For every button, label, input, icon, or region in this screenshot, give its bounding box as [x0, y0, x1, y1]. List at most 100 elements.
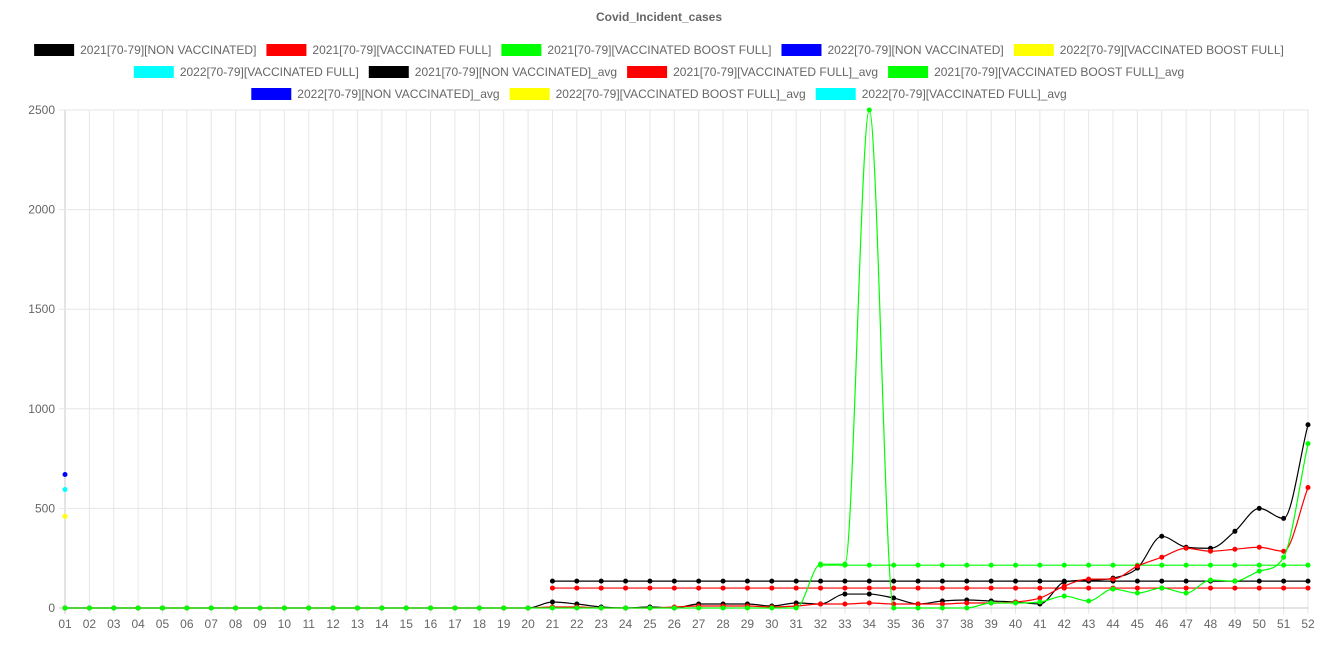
legend-label: 2022[70-79][VACCINATED BOOST FULL] [1060, 43, 1284, 57]
data-point [939, 578, 945, 584]
x-tick-label: 16 [424, 617, 438, 631]
data-point [866, 600, 872, 606]
data-point [818, 601, 824, 607]
x-tick-label: 25 [643, 617, 657, 631]
x-tick-label: 18 [473, 617, 487, 631]
x-tick-label: 20 [521, 617, 535, 631]
legend-swatch [627, 66, 668, 78]
data-point [1208, 585, 1214, 591]
x-tick-label: 27 [692, 617, 706, 631]
data-point [1256, 585, 1262, 591]
data-point [1013, 578, 1019, 584]
data-point [1086, 585, 1092, 591]
data-point [1110, 576, 1116, 582]
data-point [866, 562, 872, 568]
data-point [1256, 505, 1262, 511]
data-point [1159, 578, 1165, 584]
legend-label: 2022[70-79][NON VACCINATED] [827, 43, 1003, 57]
x-tick-label: 19 [497, 617, 511, 631]
data-point [866, 591, 872, 597]
data-point [379, 605, 385, 611]
data-point [1013, 600, 1019, 606]
data-point [842, 601, 848, 607]
data-point [915, 562, 921, 568]
x-tick-label: 06 [180, 617, 194, 631]
legend-swatch [1013, 44, 1054, 56]
data-point [62, 513, 68, 519]
legend-swatch [266, 44, 307, 56]
data-point [1305, 484, 1311, 490]
data-point [476, 605, 482, 611]
data-point [208, 605, 214, 611]
data-point [1281, 548, 1287, 554]
data-point [1159, 562, 1165, 568]
data-point [452, 605, 458, 611]
x-tick-label: 39 [984, 617, 998, 631]
data-point [647, 578, 653, 584]
data-point [671, 578, 677, 584]
data-point [842, 591, 848, 597]
x-tick-label: 36 [911, 617, 925, 631]
data-point [1134, 563, 1140, 569]
data-point [939, 605, 945, 611]
x-tick-label: 42 [1058, 617, 1072, 631]
data-point [988, 585, 994, 591]
data-point [939, 601, 945, 607]
data-point [598, 605, 604, 611]
x-tick-label: 02 [83, 617, 97, 631]
x-tick-label: 04 [131, 617, 145, 631]
data-point [866, 578, 872, 584]
x-tick-label: 47 [1179, 617, 1193, 631]
data-point [281, 605, 287, 611]
y-tick-label: 1500 [28, 302, 55, 316]
data-point [1256, 544, 1262, 550]
data-point [744, 578, 750, 584]
data-point [184, 605, 190, 611]
data-point [915, 601, 921, 607]
data-point [964, 585, 970, 591]
data-point [549, 578, 555, 584]
x-tick-label: 49 [1228, 617, 1242, 631]
data-point [891, 585, 897, 591]
data-point [1110, 562, 1116, 568]
data-point [988, 578, 994, 584]
data-point [1183, 590, 1189, 596]
legend-swatch [888, 66, 929, 78]
x-tick-label: 14 [375, 617, 389, 631]
data-point [793, 585, 799, 591]
x-tick-label: 38 [960, 617, 974, 631]
data-point [988, 600, 994, 606]
data-point [1061, 583, 1067, 589]
data-point [939, 562, 945, 568]
data-point [1281, 585, 1287, 591]
data-point [793, 605, 799, 611]
data-point [671, 605, 677, 611]
x-tick-label: 03 [107, 617, 121, 631]
data-point [159, 605, 165, 611]
chart-title: Covid_Incident_cases [596, 10, 722, 24]
data-point [598, 578, 604, 584]
legend-swatch [509, 88, 550, 100]
data-point [403, 605, 409, 611]
data-point [1183, 578, 1189, 584]
data-point [135, 605, 141, 611]
data-point [720, 578, 726, 584]
y-tick-label: 2500 [28, 103, 55, 117]
data-point [915, 605, 921, 611]
data-point [525, 605, 531, 611]
series-line [64, 109, 1309, 609]
data-point [1281, 562, 1287, 568]
data-point [1110, 586, 1116, 592]
data-point [62, 486, 68, 492]
legend-label: 2022[70-79][VACCINATED FULL]_avg [862, 87, 1067, 101]
x-tick-label: 28 [716, 617, 730, 631]
data-point [769, 605, 775, 611]
data-point [1232, 528, 1238, 534]
grid [59, 109, 1309, 614]
y-tick-label: 2000 [28, 203, 55, 217]
y-tick-label: 500 [35, 501, 55, 515]
data-point [1134, 585, 1140, 591]
data-point [1086, 562, 1092, 568]
x-tick-label: 26 [668, 617, 682, 631]
